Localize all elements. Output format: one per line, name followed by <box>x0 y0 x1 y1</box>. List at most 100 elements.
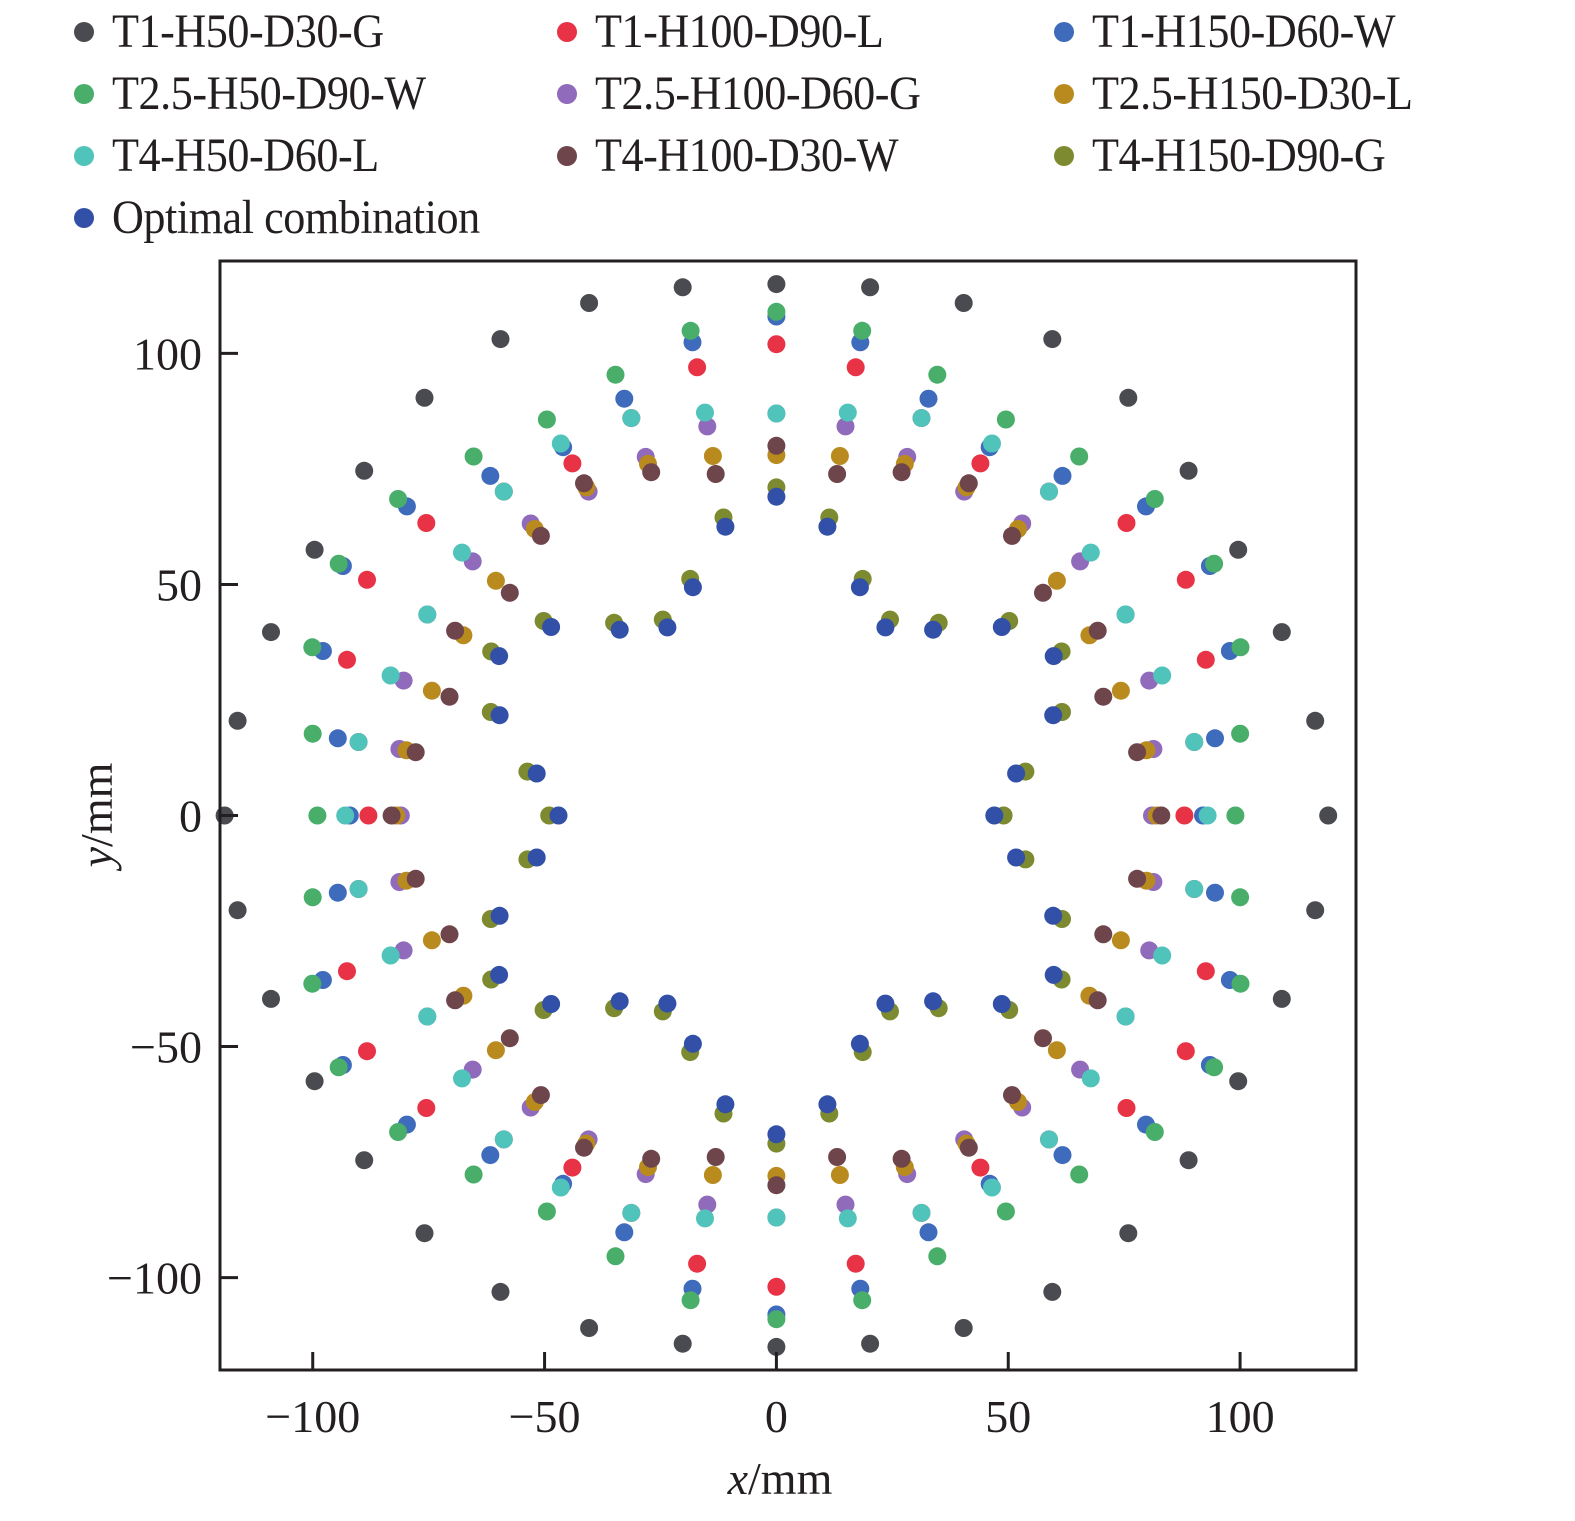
y-axis-variable: y <box>71 846 122 871</box>
data-point <box>622 409 641 428</box>
data-point <box>1043 330 1062 349</box>
data-point <box>418 605 437 624</box>
legend-marker-icon <box>1054 22 1074 42</box>
data-point <box>1047 571 1066 590</box>
x-axis-variable: x <box>727 1453 749 1504</box>
data-point <box>767 1277 786 1296</box>
data-point <box>846 358 865 377</box>
data-point <box>642 463 661 482</box>
data-point <box>683 578 702 597</box>
data-point <box>1088 621 1107 640</box>
data-point <box>490 906 509 925</box>
data-point <box>415 1224 434 1243</box>
data-point <box>329 554 348 573</box>
series-t4-h50-d60-l <box>336 403 1217 1228</box>
series-optimal-combination <box>490 487 1063 1144</box>
data-point <box>850 1034 869 1053</box>
y-axis-unit: /mm <box>71 762 122 847</box>
data-point <box>1231 888 1250 907</box>
data-point <box>971 1158 990 1177</box>
data-point <box>836 1195 855 1214</box>
data-point <box>1229 540 1248 559</box>
x-tick-label: −50 <box>509 1391 581 1442</box>
data-point <box>1231 974 1250 993</box>
data-point <box>959 1138 978 1157</box>
data-point <box>1119 1224 1138 1243</box>
legend-label: T2.5-H50-D90-W <box>112 67 426 120</box>
legend-label: T1-H150-D60-W <box>1092 5 1396 58</box>
legend-item: T4-H150-D90-G <box>1054 126 1411 186</box>
x-tick-label: −100 <box>265 1391 360 1442</box>
x-axis-unit: /mm <box>748 1453 833 1504</box>
x-tick-label: 100 <box>1206 1391 1275 1442</box>
data-point <box>453 543 471 562</box>
data-point <box>1205 554 1224 573</box>
data-point <box>983 1178 1001 1197</box>
data-point <box>355 1151 374 1170</box>
data-point <box>919 389 938 408</box>
data-point <box>446 621 465 640</box>
data-point <box>688 1254 707 1273</box>
data-point <box>303 724 322 743</box>
data-point <box>303 888 322 907</box>
data-point <box>983 434 1001 453</box>
data-point <box>527 848 546 867</box>
x-tick-label: 50 <box>985 1391 1031 1442</box>
data-point <box>681 321 700 340</box>
data-point <box>767 487 786 506</box>
data-point <box>328 729 347 748</box>
data-point <box>563 454 582 473</box>
legend-item: T2.5-H150-D30-L <box>1054 64 1440 124</box>
data-point <box>767 302 786 321</box>
data-point <box>606 365 625 384</box>
data-point <box>846 1254 865 1273</box>
data-point <box>996 1202 1015 1221</box>
data-point <box>992 618 1011 636</box>
legend-item: T2.5-H100-D60-G <box>557 64 949 124</box>
data-point <box>912 409 931 428</box>
data-point <box>928 1247 947 1266</box>
data-point <box>838 403 857 422</box>
data-point <box>1179 1151 1198 1170</box>
data-point <box>446 991 465 1010</box>
data-point <box>767 335 786 354</box>
data-point <box>305 1072 324 1091</box>
data-point <box>683 1034 702 1053</box>
data-point <box>418 1007 437 1026</box>
legend-item: T4-H100-D30-W <box>557 126 924 186</box>
data-point <box>542 618 561 636</box>
data-point <box>338 650 356 669</box>
y-tick-label: 100 <box>133 328 202 379</box>
data-point <box>1152 806 1171 825</box>
data-point <box>924 992 943 1011</box>
data-point <box>673 1334 692 1353</box>
data-point <box>716 517 735 536</box>
data-point <box>349 880 368 898</box>
data-point <box>622 1203 641 1222</box>
data-point <box>698 417 717 436</box>
data-point <box>992 995 1011 1013</box>
data-point <box>1153 946 1172 965</box>
data-point <box>382 806 401 825</box>
data-point <box>336 806 355 825</box>
data-point <box>453 1069 471 1088</box>
data-point <box>349 733 368 751</box>
data-point <box>417 514 436 532</box>
data-point <box>490 965 509 984</box>
legend-marker-icon <box>557 146 577 166</box>
data-point <box>389 1123 408 1141</box>
data-point <box>527 764 546 783</box>
legend-item: T1-H100-D90-L <box>557 2 908 62</box>
data-point <box>767 404 786 423</box>
legend-label: T4-H50-D60-L <box>112 129 379 182</box>
data-point <box>491 1282 510 1301</box>
data-point <box>892 1149 911 1168</box>
data-point <box>551 1178 570 1197</box>
data-point <box>1094 925 1113 944</box>
data-point <box>954 294 973 312</box>
series-t4-h100-d30-w <box>382 436 1171 1195</box>
data-point <box>1116 605 1135 624</box>
legend-item: T1-H150-D60-W <box>1054 2 1421 62</box>
data-point <box>358 570 376 589</box>
data-point <box>1175 806 1194 825</box>
